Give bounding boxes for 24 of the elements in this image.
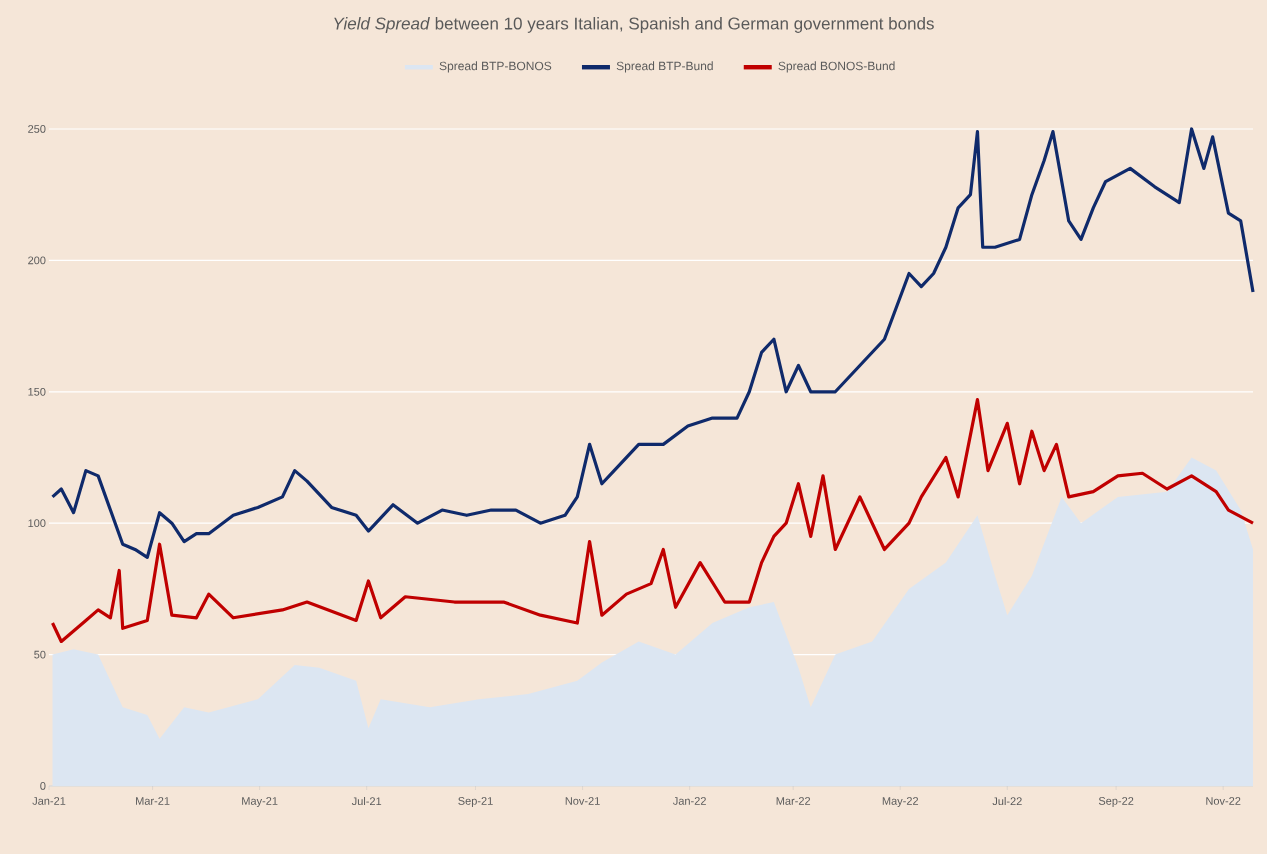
y-tick-label: 200 <box>28 256 46 265</box>
x-tick-label: May-22 <box>882 797 919 808</box>
x-tick-label: May-21 <box>242 797 278 808</box>
x-tick-label: Sep-21 <box>458 797 493 808</box>
x-tick-label: Jul-21 <box>351 797 382 806</box>
legend-label: Spread BONOS-Bund <box>778 61 895 73</box>
y-tick-label: 250 <box>28 125 46 133</box>
x-tick-label: Sep-22 <box>1098 797 1134 808</box>
chart-title: Yield Spread between 10 years Italian, Spanish and German government bonds <box>334 17 934 33</box>
y-tick-label: 0 <box>40 782 46 790</box>
y-tick-label: 50 <box>34 650 46 659</box>
y-tick-label: 100 <box>28 519 46 528</box>
x-tick-label: Nov-21 <box>565 797 600 805</box>
legend-label: Spread BTP-Bund <box>616 61 713 73</box>
x-tick-label: Jan-22 <box>672 797 706 805</box>
legend-label: Spread BTP-BONOS <box>439 61 552 73</box>
x-tick-label: Mar-21 <box>136 797 170 805</box>
x-tick-label: Nov-22 <box>1206 797 1241 805</box>
x-tick-label: Jul-22 <box>992 797 1022 806</box>
line-series <box>50 127 1255 559</box>
x-tick-label: Mar-22 <box>776 797 811 805</box>
y-tick-label: 150 <box>28 387 46 396</box>
x-tick-label: Jan-21 <box>32 797 66 805</box>
line-series <box>50 398 1255 644</box>
